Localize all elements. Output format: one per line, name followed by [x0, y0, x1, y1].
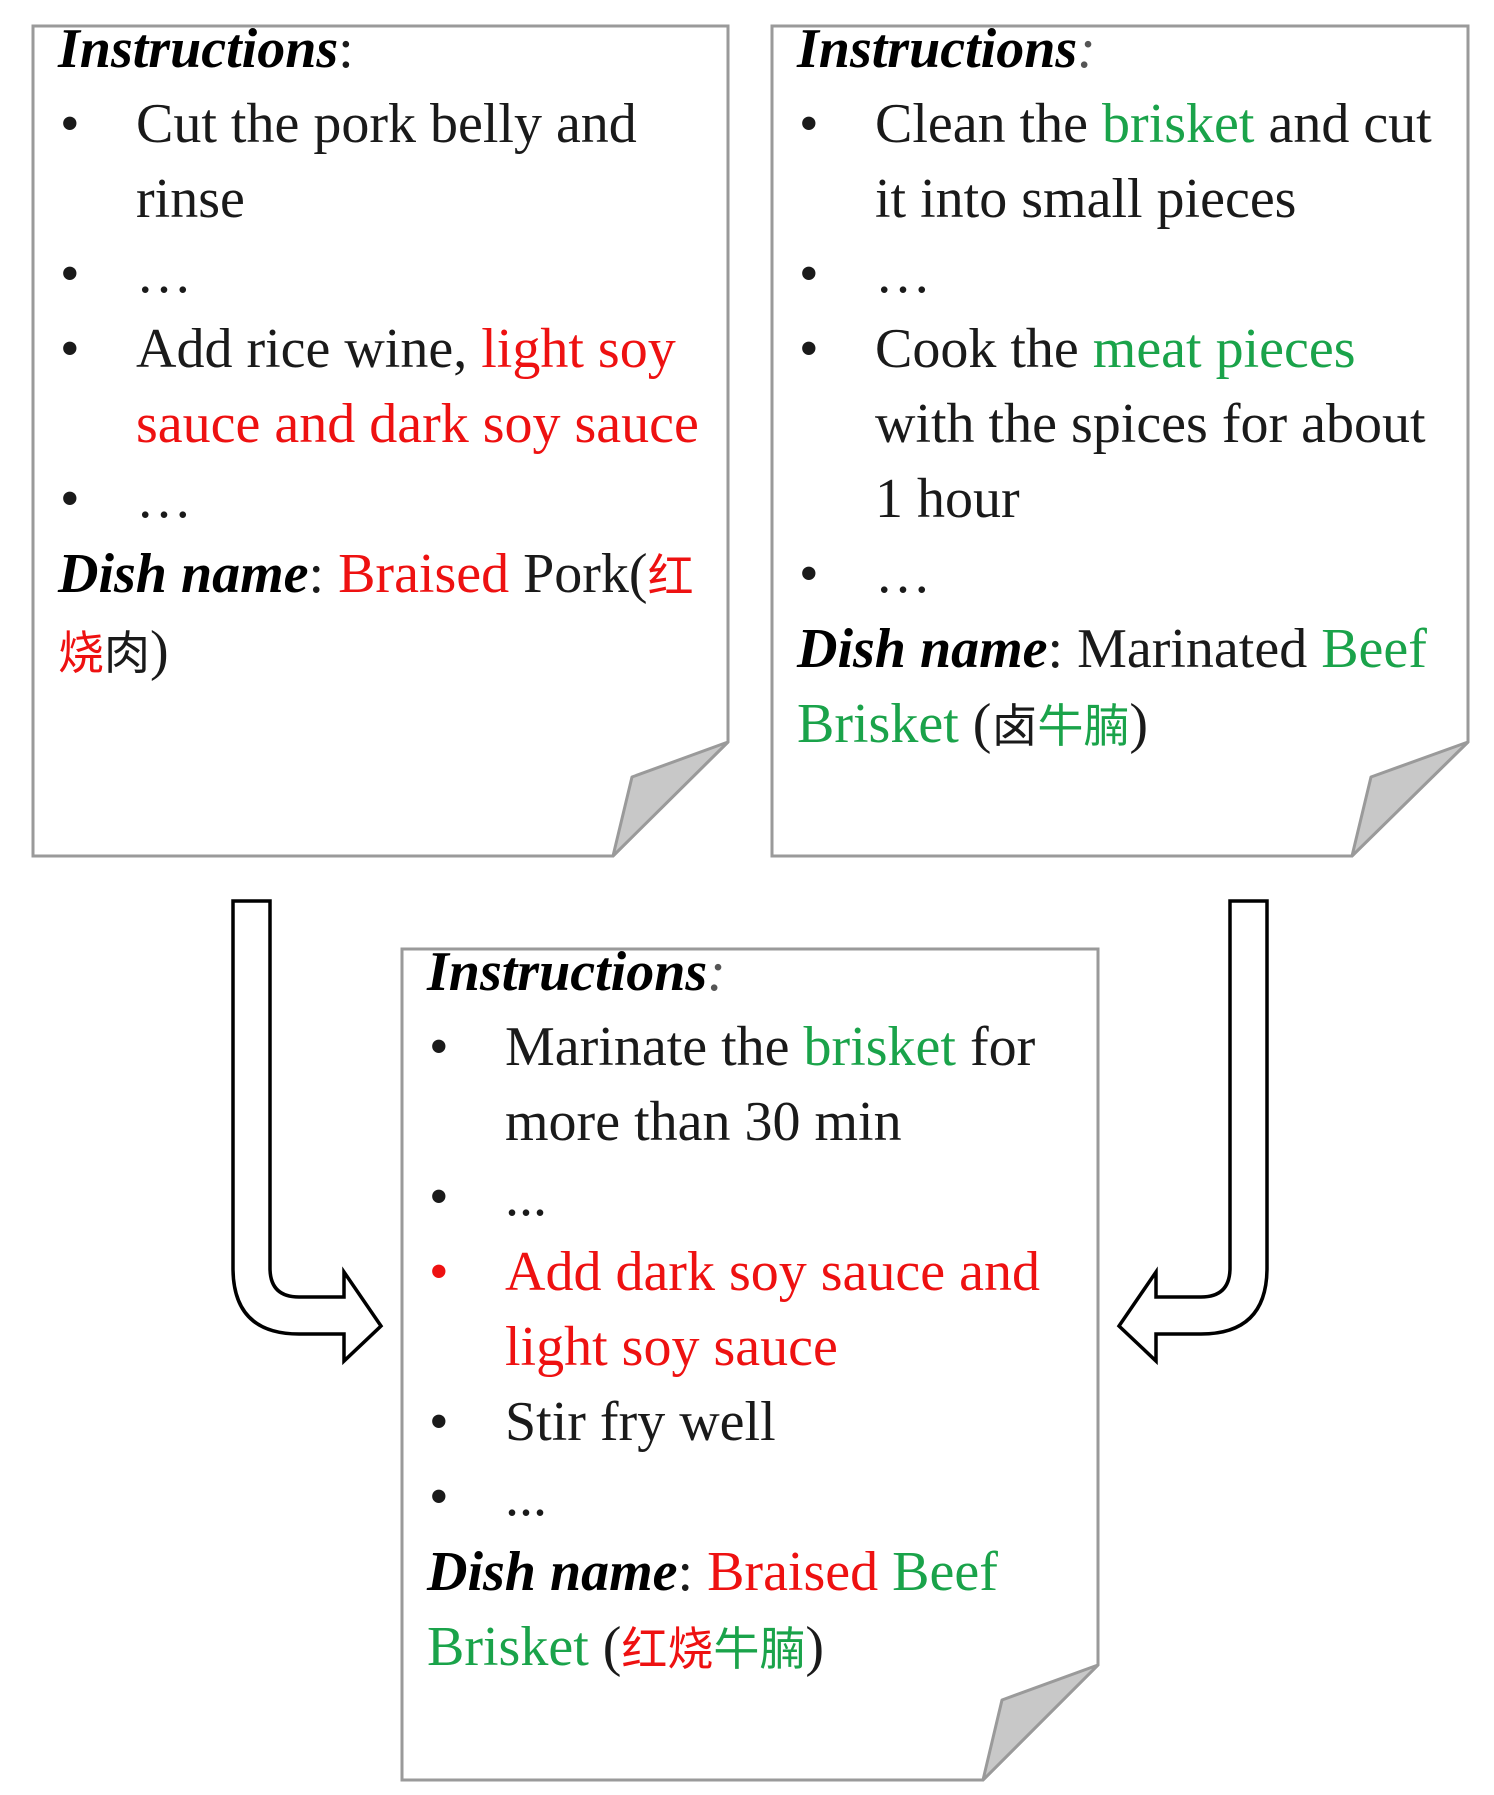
- dish-name-chinese: 肉: [104, 626, 150, 680]
- step-text: Add rice wine,: [136, 318, 482, 380]
- dish-name-zh-close: ): [805, 1616, 825, 1678]
- dish-name-text: Beef Brisket: [797, 618, 1427, 755]
- instruction-step: • Add rice wine, light soy sauce and dark…: [58, 312, 708, 462]
- instructions-heading: Instructions:: [797, 12, 1457, 87]
- instruction-step: •...: [427, 1160, 1082, 1235]
- step-text: brisket: [803, 1016, 956, 1078]
- bullet-icon: •: [60, 243, 80, 305]
- instruction-step: • Cook the meat pieces with the spices fo…: [797, 312, 1457, 537]
- instruction-step: • Stir fry well: [427, 1385, 1082, 1460]
- bullet-icon: •: [60, 93, 80, 155]
- step-text: Cook the: [875, 318, 1093, 380]
- step-text: brisket: [1102, 93, 1255, 155]
- dish-name-line: Dish name: Marinated Beef Brisket (卤牛腩): [797, 612, 1457, 764]
- step-text: ...: [505, 1166, 547, 1228]
- dish-name-text: Braised: [707, 1541, 893, 1603]
- instruction-step: •…: [797, 237, 1457, 312]
- dish-name-text: Beef Brisket: [427, 1541, 998, 1678]
- bullet-icon: •: [429, 1166, 449, 1228]
- bullet-icon: •: [429, 1241, 449, 1303]
- instructions-heading: Instructions:: [427, 935, 1082, 1010]
- step-text: …: [136, 468, 192, 530]
- dish-name-colon: :: [677, 1541, 708, 1603]
- bullet-icon: •: [799, 318, 819, 380]
- dish-name-chinese: 红烧: [58, 549, 694, 680]
- right-recipe-card: Instructions: • Clean the brisket and cut…: [797, 12, 1457, 764]
- dish-name-label: Dish name: [797, 618, 1048, 680]
- left-hollow-arrow-icon: [231, 899, 384, 1366]
- merged-recipe-card: Instructions: • Marinate the brisket for …: [427, 935, 1082, 1687]
- dish-name-text: Braised: [338, 543, 510, 605]
- dish-name-zh-open: (: [958, 693, 992, 755]
- dish-name-colon: :: [308, 543, 339, 605]
- step-text: light soy sauce and dark soy sauce: [136, 318, 699, 455]
- step-text: Stir fry well: [505, 1391, 776, 1453]
- dish-name-chinese: 牛腩: [713, 1622, 806, 1676]
- instruction-step: •…: [58, 462, 708, 537]
- bullet-icon: •: [60, 468, 80, 530]
- step-text: Marinate the: [505, 1016, 804, 1078]
- bullet-icon: •: [799, 93, 819, 155]
- step-text: meat pieces: [1092, 318, 1356, 380]
- instruction-step: • Marinate the brisket for more than 30 m…: [427, 1010, 1082, 1160]
- dish-name-text: Pork: [509, 543, 629, 605]
- dish-name-line: Dish name: Braised Pork(红烧肉): [58, 537, 708, 691]
- instructions-colon: :: [338, 18, 354, 80]
- bullet-icon: •: [60, 318, 80, 380]
- step-text: …: [136, 243, 192, 305]
- instructions-label: Instructions: [797, 18, 1078, 80]
- dish-name-line: Dish name: Braised Beef Brisket (红烧牛腩): [427, 1535, 1082, 1687]
- dish-name-zh-close: ): [150, 620, 169, 682]
- bullet-icon: •: [429, 1391, 449, 1453]
- step-text: for more than 30 min: [505, 1016, 1036, 1153]
- step-text: …: [875, 243, 931, 305]
- dish-name-zh-close: ): [1129, 693, 1149, 755]
- dish-name-chinese: 红烧: [621, 1622, 714, 1676]
- instruction-step: •…: [58, 237, 708, 312]
- dish-name-chinese: 牛腩: [1037, 699, 1130, 753]
- step-text: ...: [505, 1466, 547, 1528]
- dish-name-text: Marinated: [1077, 618, 1322, 680]
- instruction-list: • Marinate the brisket for more than 30 m…: [427, 1010, 1082, 1535]
- step-text: Cut the pork belly and rinse: [136, 93, 637, 230]
- dish-name-colon: :: [1047, 618, 1078, 680]
- instruction-step: • Clean the brisket and cut it into small…: [797, 87, 1457, 237]
- instruction-step: • Add dark soy sauce and light soy sauce: [427, 1235, 1082, 1385]
- right-hollow-arrow-icon: [1116, 899, 1269, 1366]
- left-recipe-card: Instructions: • Cut the pork belly and ri…: [58, 12, 708, 691]
- step-text: and cut it into small pieces: [875, 93, 1432, 230]
- dish-name-zh-open: (: [588, 1616, 622, 1678]
- step-text: Add dark soy sauce and light soy sauce: [505, 1241, 1040, 1378]
- dish-name-chinese: 卤: [991, 699, 1038, 753]
- dish-name-label: Dish name: [58, 543, 309, 605]
- step-text: with the spices for about 1 hour: [875, 393, 1426, 530]
- bottom-card-shape: [400, 947, 1100, 1782]
- instructions-colon: :: [707, 941, 726, 1003]
- instructions-heading: Instructions:: [58, 12, 708, 87]
- instruction-step: • Cut the pork belly and rinse: [58, 87, 708, 237]
- bullet-icon: •: [429, 1016, 449, 1078]
- instructions-label: Instructions: [427, 941, 708, 1003]
- instructions-label: Instructions: [58, 18, 339, 80]
- right-card-shape: [770, 24, 1470, 858]
- instructions-colon: :: [1077, 18, 1096, 80]
- bullet-icon: •: [799, 543, 819, 605]
- instruction-list: • Cut the pork belly and rinse •… • Add rice…: [58, 87, 708, 537]
- instruction-step: •...: [427, 1460, 1082, 1535]
- step-text: Clean the: [875, 93, 1103, 155]
- dish-name-zh-open: (: [628, 543, 648, 605]
- instruction-step: •…: [797, 537, 1457, 612]
- bullet-icon: •: [799, 243, 819, 305]
- instruction-list: • Clean the brisket and cut it into small…: [797, 87, 1457, 612]
- dish-name-label: Dish name: [427, 1541, 678, 1603]
- bullet-icon: •: [429, 1466, 449, 1528]
- left-card-shape: [31, 24, 730, 858]
- step-text: …: [875, 543, 931, 605]
